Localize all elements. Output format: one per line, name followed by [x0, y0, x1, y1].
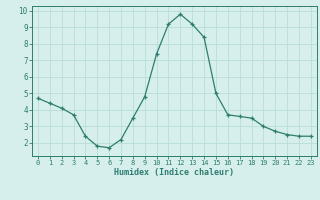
X-axis label: Humidex (Indice chaleur): Humidex (Indice chaleur) [115, 168, 234, 177]
